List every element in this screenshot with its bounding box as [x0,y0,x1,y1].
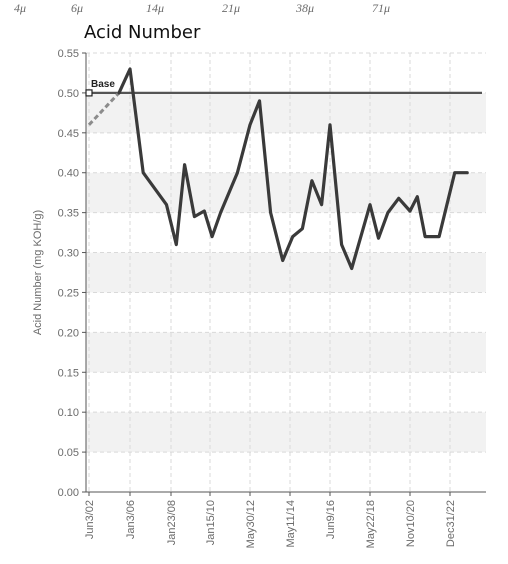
x-tick-labels: Jun3/02 Jan3/06 Jan23/08 Jan15/10 May30/12 Ma… [84,500,457,548]
y-tick-labels: 0.00 0.05 0.10 0.15 0.20 0.25 0.30 0.35 0.40 0.45… [58,48,79,499]
y-tick-label: 0.15 [58,367,79,379]
top-scale-label: 71μ [372,1,390,15]
plot-band [86,412,486,453]
x-tick-label: May11/14 [285,500,297,548]
baseline-marker [85,89,93,97]
baseline-label: Base [91,79,115,90]
axes [82,52,486,496]
plot-band [86,372,486,413]
top-scale-label: 6μ [71,1,83,15]
top-scale-label: 4μ [14,1,26,15]
dashed-trend-segment [87,91,121,126]
x-tick-label: Dec31/22 [445,500,457,547]
series-lines: Base [85,67,482,271]
plot-band [86,252,486,293]
y-tick-label: 0.20 [58,327,79,339]
x-tick-label: Jan3/06 [125,500,137,539]
top-scale-label: 38μ [295,1,314,15]
x-tick-label: Jan15/10 [205,500,217,545]
x-tick-label: May22/18 [365,500,377,548]
y-tick-label: 0.55 [58,48,79,60]
x-tick-label: May30/12 [245,500,257,548]
plot-band [86,132,486,173]
y-tick-label: 0.35 [58,208,79,220]
y-axis-label: Acid Number (mg KOH/g) [32,210,44,335]
plot-band [86,212,486,253]
y-tick-label: 0.30 [58,248,79,260]
plot-bands [86,53,486,492]
acid-number-series-line [117,67,469,271]
y-tick-label: 0.25 [58,287,79,299]
plot-band [86,292,486,333]
y-tick-label: 0.40 [58,168,79,180]
y-tick-label: 0.50 [58,88,79,100]
plot-band [86,53,486,93]
y-tick-label: 0.05 [58,447,79,459]
top-scale-label: 14μ [146,1,164,15]
top-scale-label: 21μ [222,1,240,15]
y-tick-label: 0.10 [58,407,79,419]
y-tick-label: 0.00 [58,487,79,499]
y-tick-label: 0.45 [58,128,79,140]
plot-band [86,332,486,373]
plot-band [86,452,486,492]
x-tick-label: Nov10/20 [405,500,417,547]
x-tick-label: Jun3/02 [84,500,96,539]
top-scale: 4μ 6μ 14μ 21μ 38μ 71μ [14,1,390,15]
plot-band [86,92,486,133]
chart-title: Acid Number [84,22,201,43]
x-tick-label: Jan23/08 [166,500,178,545]
x-tick-label: Jun9/16 [325,500,337,539]
